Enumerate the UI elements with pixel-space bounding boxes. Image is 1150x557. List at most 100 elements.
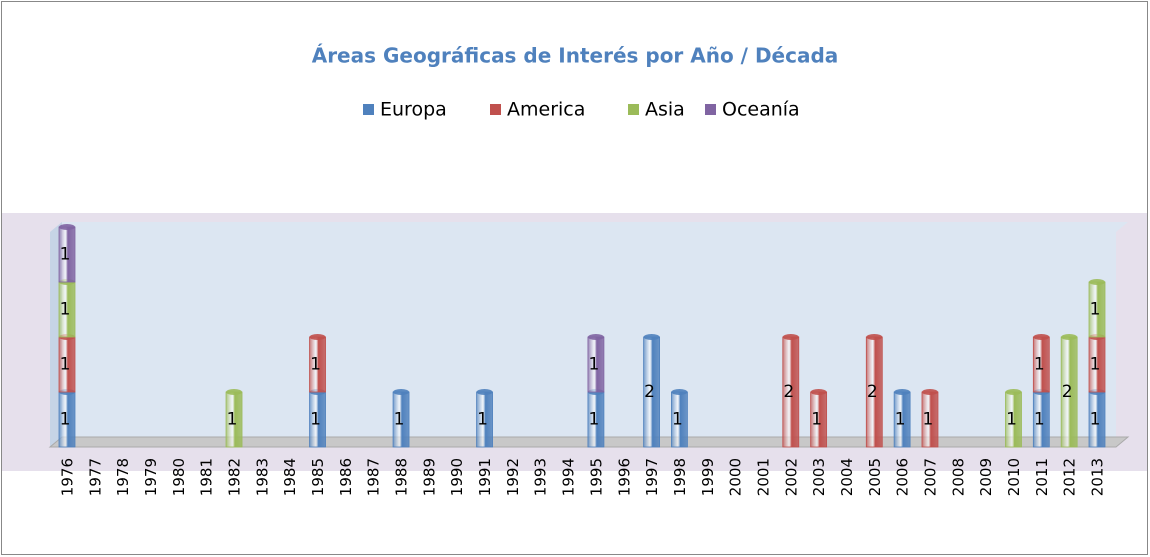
bar-segment: 1 [58, 334, 76, 393]
bar-segment: 2 [1060, 334, 1078, 448]
bar-segment: 1 [671, 389, 688, 448]
x-tick-label: 1977 [86, 458, 104, 496]
bar-cap [393, 389, 410, 395]
data-label: 1 [310, 410, 321, 430]
legend-swatch [705, 104, 716, 115]
legend: Europa America Asia Oceanía [363, 99, 800, 121]
x-tick-label: 2007 [921, 458, 939, 496]
data-label: 1 [1034, 355, 1045, 375]
bar-cap [309, 334, 326, 340]
x-tick-label: 1993 [532, 458, 550, 496]
bar-segment: 1 [1005, 389, 1022, 448]
bar-segment: 1 [1032, 334, 1050, 393]
bar-cap [671, 389, 688, 395]
legend-swatch [490, 104, 501, 115]
data-label: 1 [227, 410, 238, 430]
data-label: 2 [783, 382, 794, 402]
bar-cap [1061, 334, 1078, 340]
x-tick-label: 1995 [587, 458, 605, 496]
data-label: 1 [1006, 410, 1017, 430]
x-tick-label: 1992 [504, 458, 522, 496]
data-label: 1 [1034, 410, 1045, 430]
bar-segment: 1 [893, 389, 911, 448]
x-tick-label: 2010 [1005, 458, 1023, 496]
x-tick-label: 2000 [727, 458, 745, 496]
bar-segment: 2 [643, 334, 660, 448]
legend-swatch [628, 104, 639, 115]
x-tick-label: 1991 [476, 458, 494, 496]
data-label: 1 [394, 410, 405, 430]
bar-segment: 1 [476, 389, 493, 448]
x-tick-label: 1980 [170, 458, 188, 496]
data-label: 1 [60, 245, 71, 265]
data-label: 1 [672, 410, 683, 430]
data-label: 2 [644, 382, 655, 402]
x-tick-label: 1979 [142, 458, 160, 496]
x-tick-label: 1994 [560, 458, 578, 496]
legend-label: Europa [380, 99, 447, 121]
bar-cap [226, 389, 243, 395]
data-label: 2 [867, 382, 878, 402]
x-tick-label: 2005 [866, 458, 884, 496]
chart-title: Áreas Geográficas de Interés por Año / D… [312, 44, 839, 68]
x-tick-label: 1983 [253, 458, 271, 496]
bar-segment: 1 [392, 389, 410, 448]
bar-cap [810, 389, 827, 395]
bar-cap [476, 389, 493, 395]
bar-cap [643, 334, 660, 340]
x-tick-label: 1981 [198, 458, 216, 496]
data-label: 1 [589, 410, 600, 430]
x-tick-label: 1986 [337, 458, 355, 496]
x-tick-label: 2006 [894, 458, 912, 496]
x-tick-label: 2002 [782, 458, 800, 496]
x-tick-label: 1976 [59, 458, 77, 496]
data-label: 2 [1062, 382, 1073, 402]
bar-cap [921, 389, 938, 395]
legend-label: Asia [645, 99, 685, 121]
bar-segment: 2 [782, 334, 800, 448]
data-label: 1 [811, 410, 822, 430]
bar-segment: 2 [865, 334, 883, 448]
x-tick-label: 1978 [114, 458, 132, 496]
bar-segment: 1 [225, 389, 243, 448]
data-label: 1 [60, 410, 71, 430]
bar-cap [782, 334, 799, 340]
data-label: 1 [589, 355, 600, 375]
data-label: 1 [60, 300, 71, 320]
bar-segment: 1 [1088, 389, 1106, 448]
bar-cap [1089, 279, 1105, 285]
bar-segment: 1 [587, 389, 605, 448]
bar-cap [1033, 334, 1050, 340]
data-label: 1 [1090, 300, 1101, 320]
x-tick-label: 1987 [365, 458, 383, 496]
x-tick-label: 1990 [448, 458, 466, 496]
bar-segment: 1 [1088, 279, 1106, 338]
data-label: 1 [923, 410, 934, 430]
bar-segment: 1 [587, 334, 605, 393]
bar-segment: 1 [1032, 389, 1050, 448]
bar-segment: 1 [58, 389, 76, 448]
data-label: 1 [477, 410, 488, 430]
bar-segment: 1 [309, 334, 326, 393]
x-tick-label: 1997 [643, 458, 661, 496]
x-tick-label: 2011 [1033, 458, 1051, 496]
bar-segment: 1 [810, 389, 828, 448]
bar-cap [587, 334, 604, 340]
x-tick-label: 1998 [671, 458, 689, 496]
x-tick-label: 2004 [838, 458, 856, 496]
bar-segment: 1 [921, 389, 939, 448]
data-label: 1 [1090, 355, 1101, 375]
bar-cap [1005, 389, 1022, 395]
x-tick-label: 2012 [1061, 458, 1079, 496]
bar-cap [59, 224, 75, 230]
legend-label: America [507, 99, 585, 121]
x-tick-label: 1984 [281, 458, 299, 496]
bar-cap [866, 334, 883, 340]
x-tick-label: 1988 [393, 458, 411, 496]
x-tick-label: 2001 [754, 458, 772, 496]
x-tick-label: 1999 [699, 458, 717, 496]
x-tick-label: 1985 [309, 458, 327, 496]
data-label: 1 [60, 355, 71, 375]
